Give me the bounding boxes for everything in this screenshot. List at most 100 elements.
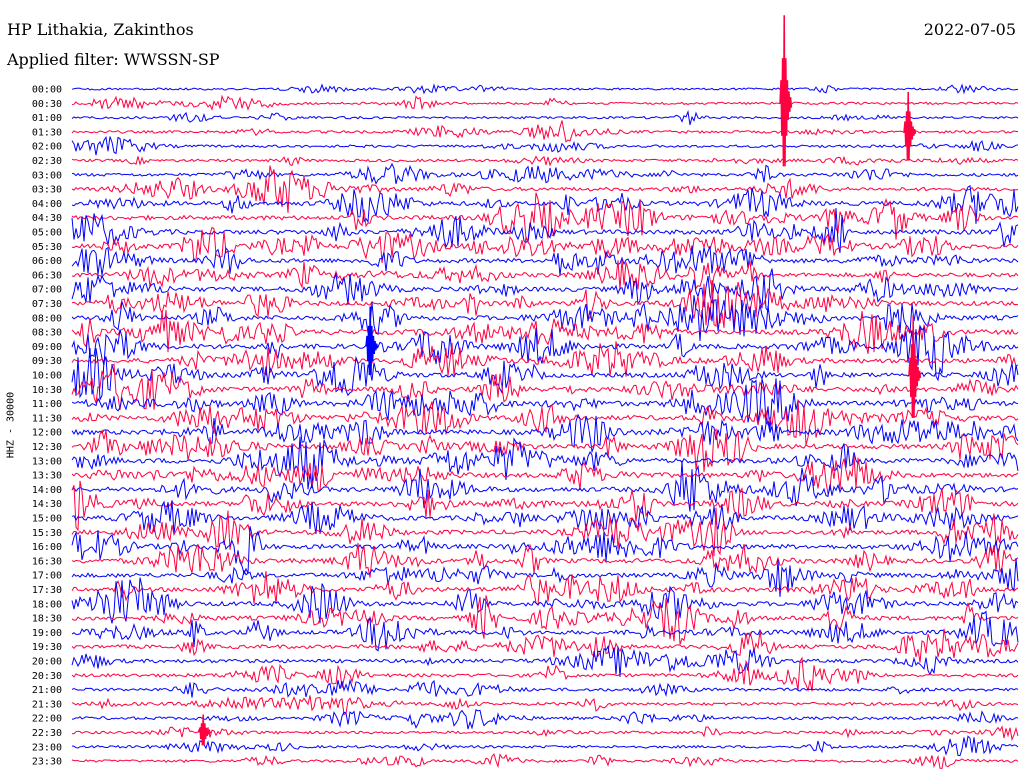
trace-row-0630 (71, 259, 1019, 290)
row-label: 16:30 (32, 556, 62, 567)
row-label: 07:00 (32, 285, 62, 296)
row-label: 20:00 (32, 657, 62, 668)
row-label: 23:00 (32, 742, 62, 753)
date-label: 2022-07-05 (923, 20, 1016, 39)
row-label: 17:30 (32, 585, 62, 596)
trace-row-0230 (71, 155, 1019, 167)
row-label: 15:00 (32, 514, 62, 525)
trace-row-2000 (71, 644, 1019, 678)
trace-row-0730 (71, 279, 1019, 328)
row-label: 14:30 (32, 499, 62, 510)
row-label: 02:30 (32, 156, 62, 167)
row-label: 10:30 (32, 385, 62, 396)
row-label: 18:00 (32, 599, 62, 610)
trace-row-0500 (71, 207, 1019, 253)
filter-label: Applied filter: WWSSN-SP (7, 50, 220, 69)
trace-row-0200 (71, 135, 1019, 156)
trace-row-1100 (71, 378, 1019, 431)
trace-row-1800 (71, 577, 1019, 624)
trace-row-0600 (71, 245, 1019, 276)
row-label: 03:30 (32, 185, 62, 196)
trace-row-0130 (71, 120, 1018, 143)
row-label: 11:30 (32, 413, 62, 424)
event-spike (908, 314, 922, 419)
trace-row-1030 (71, 363, 1019, 411)
row-label: 04:30 (32, 213, 62, 224)
trace-row-1700 (71, 558, 1019, 597)
row-label: 20:30 (32, 671, 62, 682)
trace-row-0930 (71, 341, 1019, 377)
trace-row-1500 (71, 500, 1019, 535)
row-label: 09:30 (32, 356, 62, 367)
trace-row-0400 (71, 184, 1019, 224)
trace-row-1630 (71, 542, 1019, 578)
row-label: 21:00 (32, 685, 62, 696)
trace-row-1300 (71, 436, 1019, 490)
row-label: 19:30 (32, 642, 62, 653)
row-label-group: 00:00 00:30 01:00 01:30 02:00 02:30 03:00 03:30… (32, 85, 62, 768)
trace-row-1430 (71, 480, 1019, 532)
row-label: 01:00 (32, 113, 62, 124)
trace-group (71, 15, 1019, 769)
row-label: 13:30 (32, 471, 62, 482)
row-label: 10:00 (32, 371, 62, 382)
row-label: 13:00 (32, 456, 62, 467)
trace-row-0000 (71, 83, 1019, 95)
row-label: 00:30 (32, 99, 62, 110)
trace-row-1730 (71, 570, 1019, 607)
row-label: 07:30 (32, 299, 62, 310)
trace-row-0900 (71, 324, 1019, 382)
trace-row-0030 (71, 94, 1019, 111)
row-label: 06:00 (32, 256, 62, 267)
trace-row-0830 (71, 309, 1019, 354)
row-label: 08:30 (32, 328, 62, 339)
trace-row-2130 (71, 695, 1019, 716)
trace-row-2230 (71, 725, 1019, 742)
trace-row-0100 (71, 109, 1019, 126)
row-label: 22:30 (32, 728, 62, 739)
event-spike (198, 714, 212, 746)
row-label: 08:00 (32, 313, 62, 324)
row-label: 11:00 (32, 399, 62, 410)
trace-row-2300 (71, 735, 1019, 757)
trace-row-1930 (71, 628, 1019, 663)
trace-row-1330 (71, 455, 1019, 496)
trace-row-0700 (71, 268, 1019, 313)
trace-row-1400 (71, 460, 1019, 512)
trace-row-1600 (71, 525, 1019, 576)
row-label: 05:30 (32, 242, 62, 253)
row-label: 12:00 (32, 428, 62, 439)
station-title: HP Lithakia, Zakinthos (7, 20, 194, 39)
row-label: 00:00 (32, 85, 62, 96)
trace-row-1130 (71, 399, 1019, 446)
row-label: 01:30 (32, 127, 62, 138)
trace-row-2030 (71, 656, 1019, 693)
row-label: 09:00 (32, 342, 62, 353)
trace-row-0800 (71, 295, 1019, 342)
row-label: 22:00 (32, 714, 62, 725)
trace-row-1000 (71, 347, 1019, 402)
row-label: 21:30 (32, 699, 62, 710)
row-label: 17:00 (32, 571, 62, 582)
row-label: 23:30 (32, 757, 62, 768)
trace-row-0430 (71, 192, 1019, 244)
row-label: 16:00 (32, 542, 62, 553)
trace-row-1200 (71, 413, 1019, 454)
row-label: 04:00 (32, 199, 62, 210)
row-label: 14:00 (32, 485, 62, 496)
row-label: 02:00 (32, 142, 62, 153)
row-label: 05:00 (32, 228, 62, 239)
trace-row-2200 (71, 709, 1019, 730)
row-label: 15:30 (32, 528, 62, 539)
row-label: 06:30 (32, 270, 62, 281)
row-label: 19:00 (32, 628, 62, 639)
trace-row-2330 (71, 753, 1019, 769)
trace-row-1830 (71, 595, 1019, 645)
trace-row-1230 (71, 428, 1019, 472)
row-label: 18:30 (32, 614, 62, 625)
event-spike (903, 91, 917, 161)
trace-row-0300 (71, 162, 1019, 185)
trace-row-2100 (71, 678, 1019, 698)
trace-row-1530 (71, 507, 1019, 557)
